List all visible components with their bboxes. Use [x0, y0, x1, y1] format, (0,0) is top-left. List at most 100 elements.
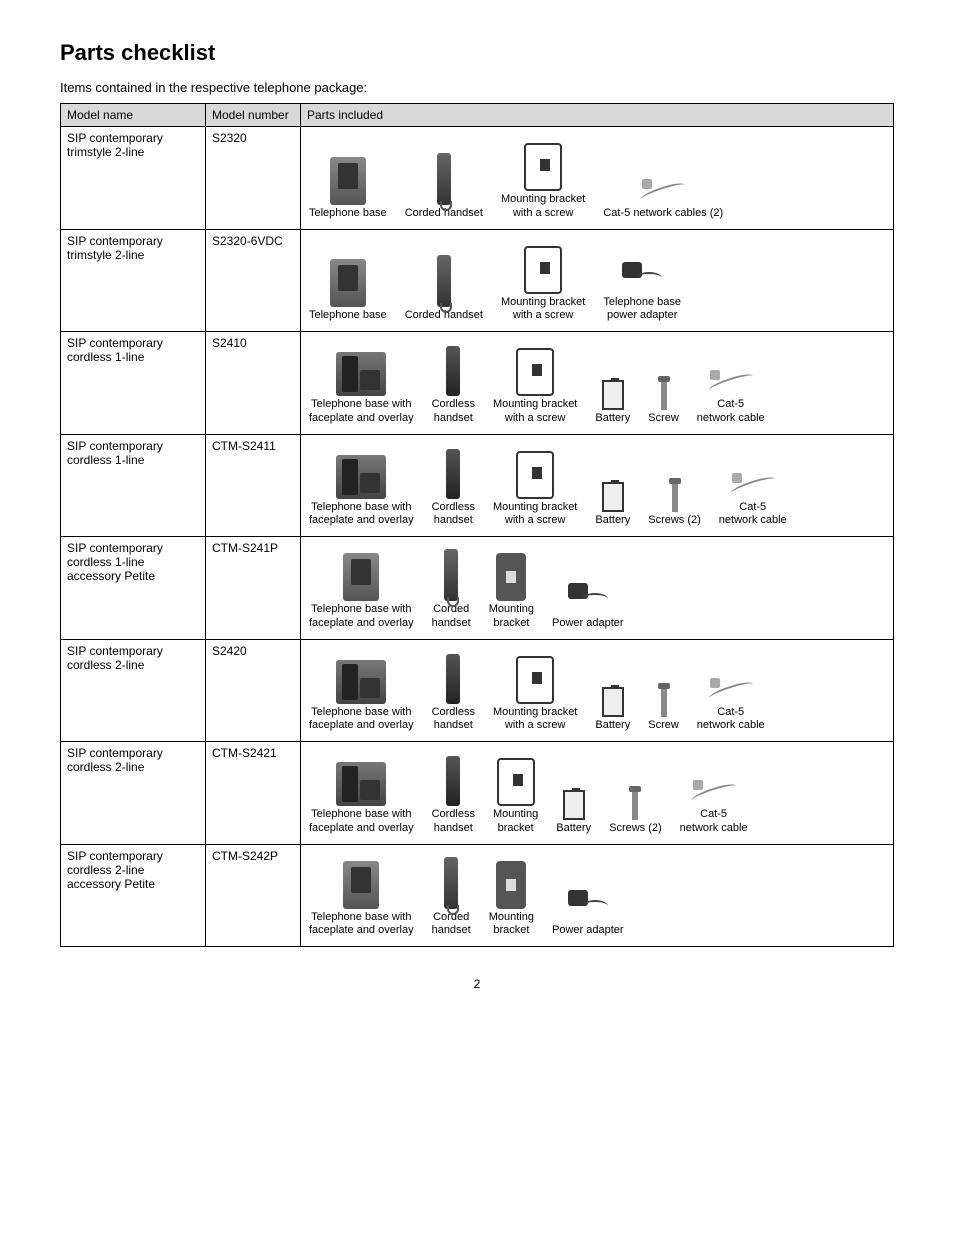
part-item: Power adapter	[552, 557, 624, 631]
page-title: Parts checklist	[60, 40, 894, 66]
part-item: Cat-5 network cable	[680, 748, 748, 836]
part-item: Cat-5 network cables (2)	[603, 147, 723, 221]
page-number: 2	[60, 977, 894, 991]
part-item: Cat-5 network cable	[697, 646, 765, 734]
part-item: Telephone base	[309, 147, 387, 221]
col-model-number: Model number	[206, 104, 301, 127]
cordless-icon	[446, 756, 460, 806]
part-label: Mounting bracket	[489, 603, 534, 631]
cell-model-number: CTM-S2411	[206, 434, 301, 537]
cell-parts: Telephone base with faceplate and overla…	[301, 434, 894, 537]
page-subtitle: Items contained in the respective teleph…	[60, 80, 894, 95]
part-label: Mounting bracket with a screw	[493, 501, 577, 529]
bracket-icon	[516, 656, 554, 704]
bracket-icon	[497, 758, 535, 806]
part-label: Battery	[595, 412, 630, 426]
part-item: Mounting bracket	[489, 851, 534, 939]
part-label: Telephone base with faceplate and overla…	[309, 911, 414, 939]
adapter-icon	[568, 583, 608, 615]
part-item: Mounting bracket with a screw	[501, 133, 585, 221]
part-item: Mounting bracket with a screw	[493, 441, 577, 529]
cell-parts: Telephone base with faceplate and overla…	[301, 332, 894, 435]
parts-table: Model name Model number Parts included S…	[60, 103, 894, 947]
cordless-icon	[446, 654, 460, 704]
part-item: Corded handset	[405, 249, 483, 323]
part-label: Battery	[556, 822, 591, 836]
bracket2-icon	[496, 553, 526, 601]
part-label: Mounting bracket	[493, 808, 538, 836]
cell-model-number: CTM-S241P	[206, 537, 301, 640]
bracket-icon	[516, 348, 554, 396]
part-item: Corded handset	[405, 147, 483, 221]
part-item: Telephone base power adapter	[603, 236, 681, 324]
part-label: Screws (2)	[648, 514, 701, 528]
part-item: Power adapter	[552, 864, 624, 938]
cordless-icon	[446, 346, 460, 396]
table-row: SIP contemporary cordless 2-line accesso…	[61, 844, 894, 947]
part-item: Cat-5 network cable	[719, 441, 787, 529]
part-item: Telephone base with faceplate and overla…	[309, 543, 414, 631]
cell-model-name: SIP contemporary cordless 2-line accesso…	[61, 844, 206, 947]
table-row: SIP contemporary cordless 1-line accesso…	[61, 537, 894, 640]
col-parts-included: Parts included	[301, 104, 894, 127]
table-row: SIP contemporary cordless 2-lineCTM-S242…	[61, 742, 894, 845]
part-label: Telephone base	[309, 309, 387, 323]
part-label: Telephone base with faceplate and overla…	[309, 603, 414, 631]
part-item: Screws (2)	[609, 762, 662, 836]
part-item: Battery	[595, 352, 630, 426]
part-item: Battery	[556, 762, 591, 836]
base2-icon	[336, 352, 386, 396]
cell-model-number: S2320-6VDC	[206, 229, 301, 332]
handset-icon	[444, 857, 458, 909]
battery-icon	[602, 380, 624, 410]
cell-model-name: SIP contemporary trimstyle 2-line	[61, 127, 206, 230]
adapter-icon	[622, 262, 662, 294]
part-label: Power adapter	[552, 617, 624, 631]
cable-icon	[730, 471, 776, 499]
part-label: Cordless handset	[432, 808, 475, 836]
part-label: Mounting bracket with a screw	[493, 398, 577, 426]
cell-model-number: CTM-S2421	[206, 742, 301, 845]
part-label: Telephone base with faceplate and overla…	[309, 706, 414, 734]
cell-parts: Telephone base with faceplate and overla…	[301, 742, 894, 845]
part-label: Screw	[648, 412, 679, 426]
base-icon	[330, 259, 366, 307]
handset-icon	[444, 549, 458, 601]
part-label: Cordless handset	[432, 706, 475, 734]
cell-model-number: S2410	[206, 332, 301, 435]
part-label: Mounting bracket with a screw	[501, 193, 585, 221]
cell-parts: Telephone baseCorded handset Mounting bra…	[301, 127, 894, 230]
part-label: Cordless handset	[432, 398, 475, 426]
table-row: SIP contemporary cordless 2-lineS2420Tel…	[61, 639, 894, 742]
cell-model-name: SIP contemporary cordless 2-line	[61, 742, 206, 845]
cell-model-name: SIP contemporary trimstyle 2-line	[61, 229, 206, 332]
part-item: Battery	[595, 659, 630, 733]
part-item: Telephone base with faceplate and overla…	[309, 441, 414, 529]
part-label: Telephone base with faceplate and overla…	[309, 808, 414, 836]
cell-parts: Telephone base with faceplate and overla…	[301, 844, 894, 947]
part-item: Corded handset	[432, 543, 471, 631]
part-label: Cat-5 network cable	[680, 808, 748, 836]
base-icon	[343, 553, 379, 601]
base-icon	[343, 861, 379, 909]
bracket-icon	[524, 246, 562, 294]
part-item: Screw	[648, 659, 679, 733]
screw-icon	[661, 380, 667, 410]
part-item: Telephone base with faceplate and overla…	[309, 851, 414, 939]
cable-icon	[691, 778, 737, 806]
table-row: SIP contemporary cordless 1-lineCTM-S241…	[61, 434, 894, 537]
part-label: Telephone base power adapter	[603, 296, 681, 324]
part-item: Cat-5 network cable	[697, 338, 765, 426]
part-item: Telephone base with faceplate and overla…	[309, 338, 414, 426]
screw-icon	[672, 482, 678, 512]
cable-icon	[708, 368, 754, 396]
cell-model-name: SIP contemporary cordless 1-line	[61, 434, 206, 537]
part-item: Mounting bracket with a screw	[493, 646, 577, 734]
bracket2-icon	[496, 861, 526, 909]
cell-parts: Telephone baseCorded handsetMounting bra…	[301, 229, 894, 332]
cable-icon	[708, 676, 754, 704]
part-label: Cat-5 network cables (2)	[603, 207, 723, 221]
part-label: Cordless handset	[432, 501, 475, 529]
part-item: Mounting bracket	[489, 543, 534, 631]
battery-icon	[602, 687, 624, 717]
